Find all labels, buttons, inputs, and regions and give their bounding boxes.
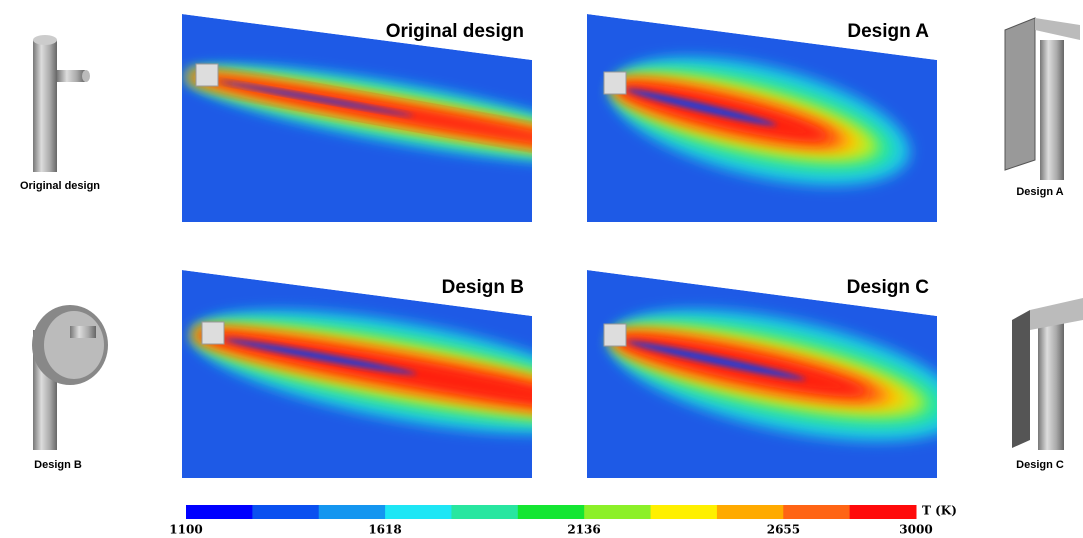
nozzle — [604, 72, 626, 94]
colorbar-segment — [518, 505, 585, 519]
colorbar-segment — [385, 505, 452, 519]
panel-title: Design A — [847, 21, 929, 42]
side-label: Design B — [34, 459, 82, 471]
contour-panel — [182, 270, 627, 478]
colorbar-segment — [451, 505, 518, 519]
colorbar-segment — [584, 505, 651, 519]
nozzle — [196, 64, 218, 86]
panel-title: Design C — [847, 277, 930, 298]
nozzle — [202, 322, 224, 344]
colorbar-tick-label: 1618 — [368, 523, 401, 537]
panel-title: Original design — [386, 21, 524, 42]
side-label: Design A — [1016, 186, 1063, 198]
contour-panel — [587, 270, 975, 478]
colorbar-segment — [850, 505, 917, 519]
colorbar-tick-label: 1100 — [169, 523, 202, 537]
figure: Original designDesign ADesign BDesign C … — [0, 0, 1083, 538]
colorbar-tick-label: 2136 — [567, 523, 600, 537]
colorbar-segment — [783, 505, 850, 519]
panels: Original design Design A Design B Design C — [182, 14, 975, 478]
side-label: Design C — [1016, 459, 1064, 471]
panel-title: Design B — [442, 277, 524, 298]
colorbar-segment — [651, 505, 718, 519]
colorbar-segment — [319, 505, 386, 519]
colorbar-label: T (K) — [922, 504, 957, 518]
colorbar-segment — [252, 505, 319, 519]
colorbar: 1100 1618 2136 2655 3000 — [169, 505, 932, 537]
contour-panel — [587, 14, 937, 222]
colorbar-segment — [717, 505, 784, 519]
side-label: Original design — [20, 180, 100, 192]
colorbar-tick-label: 2655 — [767, 523, 800, 537]
colorbar-segment — [186, 505, 253, 519]
colorbar-tick-label: 3000 — [899, 523, 932, 537]
contour-panel — [182, 14, 624, 222]
nozzle — [604, 324, 626, 346]
